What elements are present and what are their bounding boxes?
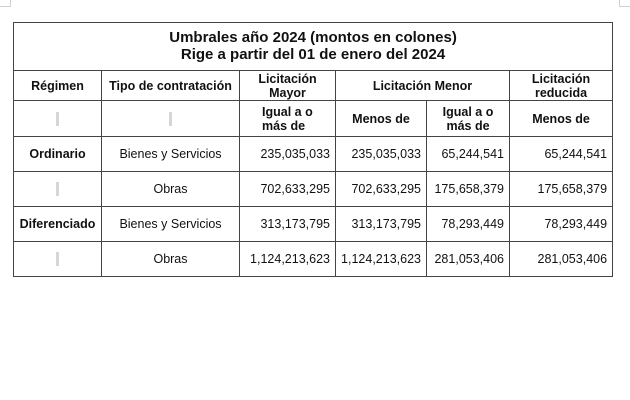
cell-tipo: Bienes y Servicios [101, 206, 240, 242]
cell-menor-menos: 235,035,033 [335, 136, 427, 172]
cell-menor-igual: 281,053,406 [426, 241, 510, 277]
table-row: Diferenciado Bienes y Servicios 313,173,… [13, 206, 614, 242]
cell-mayor: 235,035,033 [239, 136, 336, 172]
cell-reducida: 78,293,449 [508, 206, 614, 242]
subheader-regimen-placeholder [13, 100, 102, 137]
subheader-menor-igual: Igual a o más de [426, 100, 510, 137]
cell-mayor: 313,173,795 [239, 206, 336, 242]
cell-mayor: 1,124,213,623 [239, 241, 336, 277]
cell-menor-igual: 175,658,379 [426, 171, 510, 207]
cell-regimen: Diferenciado [13, 206, 102, 242]
cell-mayor: 702,633,295 [239, 171, 336, 207]
header-licitacion-menor: Licitación Menor [335, 70, 510, 101]
cell-reducida: 281,053,406 [508, 241, 614, 277]
cell-tipo: Bienes y Servicios [101, 136, 240, 172]
title-line-2: Rige a partir del 01 de enero del 2024 [180, 46, 446, 63]
cell-menor-igual: 78,293,449 [426, 206, 510, 242]
empty-cell-marker [56, 182, 59, 197]
cell-regimen: Ordinario [13, 136, 102, 172]
cell-menor-igual: 65,244,541 [426, 136, 510, 172]
subheader-tipo-placeholder [101, 100, 240, 137]
subheader-reducida: Menos de [508, 100, 614, 137]
empty-cell-marker [56, 252, 59, 267]
table-title: Umbrales año 2024 (montos en colones) Ri… [12, 22, 614, 71]
cell-menor-menos: 1,124,213,623 [335, 241, 427, 277]
title-line-1: Umbrales año 2024 (montos en colones) [169, 29, 457, 46]
table-row: Obras 1,124,213,623 1,124,213,623 281,05… [13, 241, 614, 277]
table-row: Obras 702,633,295 702,633,295 175,658,37… [13, 171, 614, 207]
cell-reducida: 65,244,541 [508, 136, 614, 172]
table-row: Ordinario Bienes y Servicios 235,035,033… [13, 136, 614, 172]
header-licitacion-reducida: Licitación reducida [508, 70, 614, 101]
thresholds-table: Umbrales año 2024 (montos en colones) Ri… [12, 22, 614, 277]
header-tipo-contratacion: Tipo de contratación [101, 70, 240, 101]
subheader-menor-menos: Menos de [335, 100, 427, 137]
subheader-mayor: Igual a o más de [239, 100, 336, 137]
cell-tipo: Obras [101, 171, 240, 207]
page-corner-mark-right [619, 0, 630, 7]
cell-regimen-empty [13, 241, 102, 277]
empty-cell-marker [56, 111, 59, 126]
thresholds-table-container: Umbrales año 2024 (montos en colones) Ri… [12, 22, 614, 277]
cell-menor-menos: 313,173,795 [335, 206, 427, 242]
cell-menor-menos: 702,633,295 [335, 171, 427, 207]
cell-tipo: Obras [101, 241, 240, 277]
header-regimen: Régimen [13, 70, 102, 101]
cell-reducida: 175,658,379 [508, 171, 614, 207]
cell-regimen-empty [13, 171, 102, 207]
header-licitacion-mayor: Licitación Mayor [239, 70, 336, 101]
page-corner-mark-left [0, 0, 11, 7]
empty-cell-marker [169, 111, 172, 126]
